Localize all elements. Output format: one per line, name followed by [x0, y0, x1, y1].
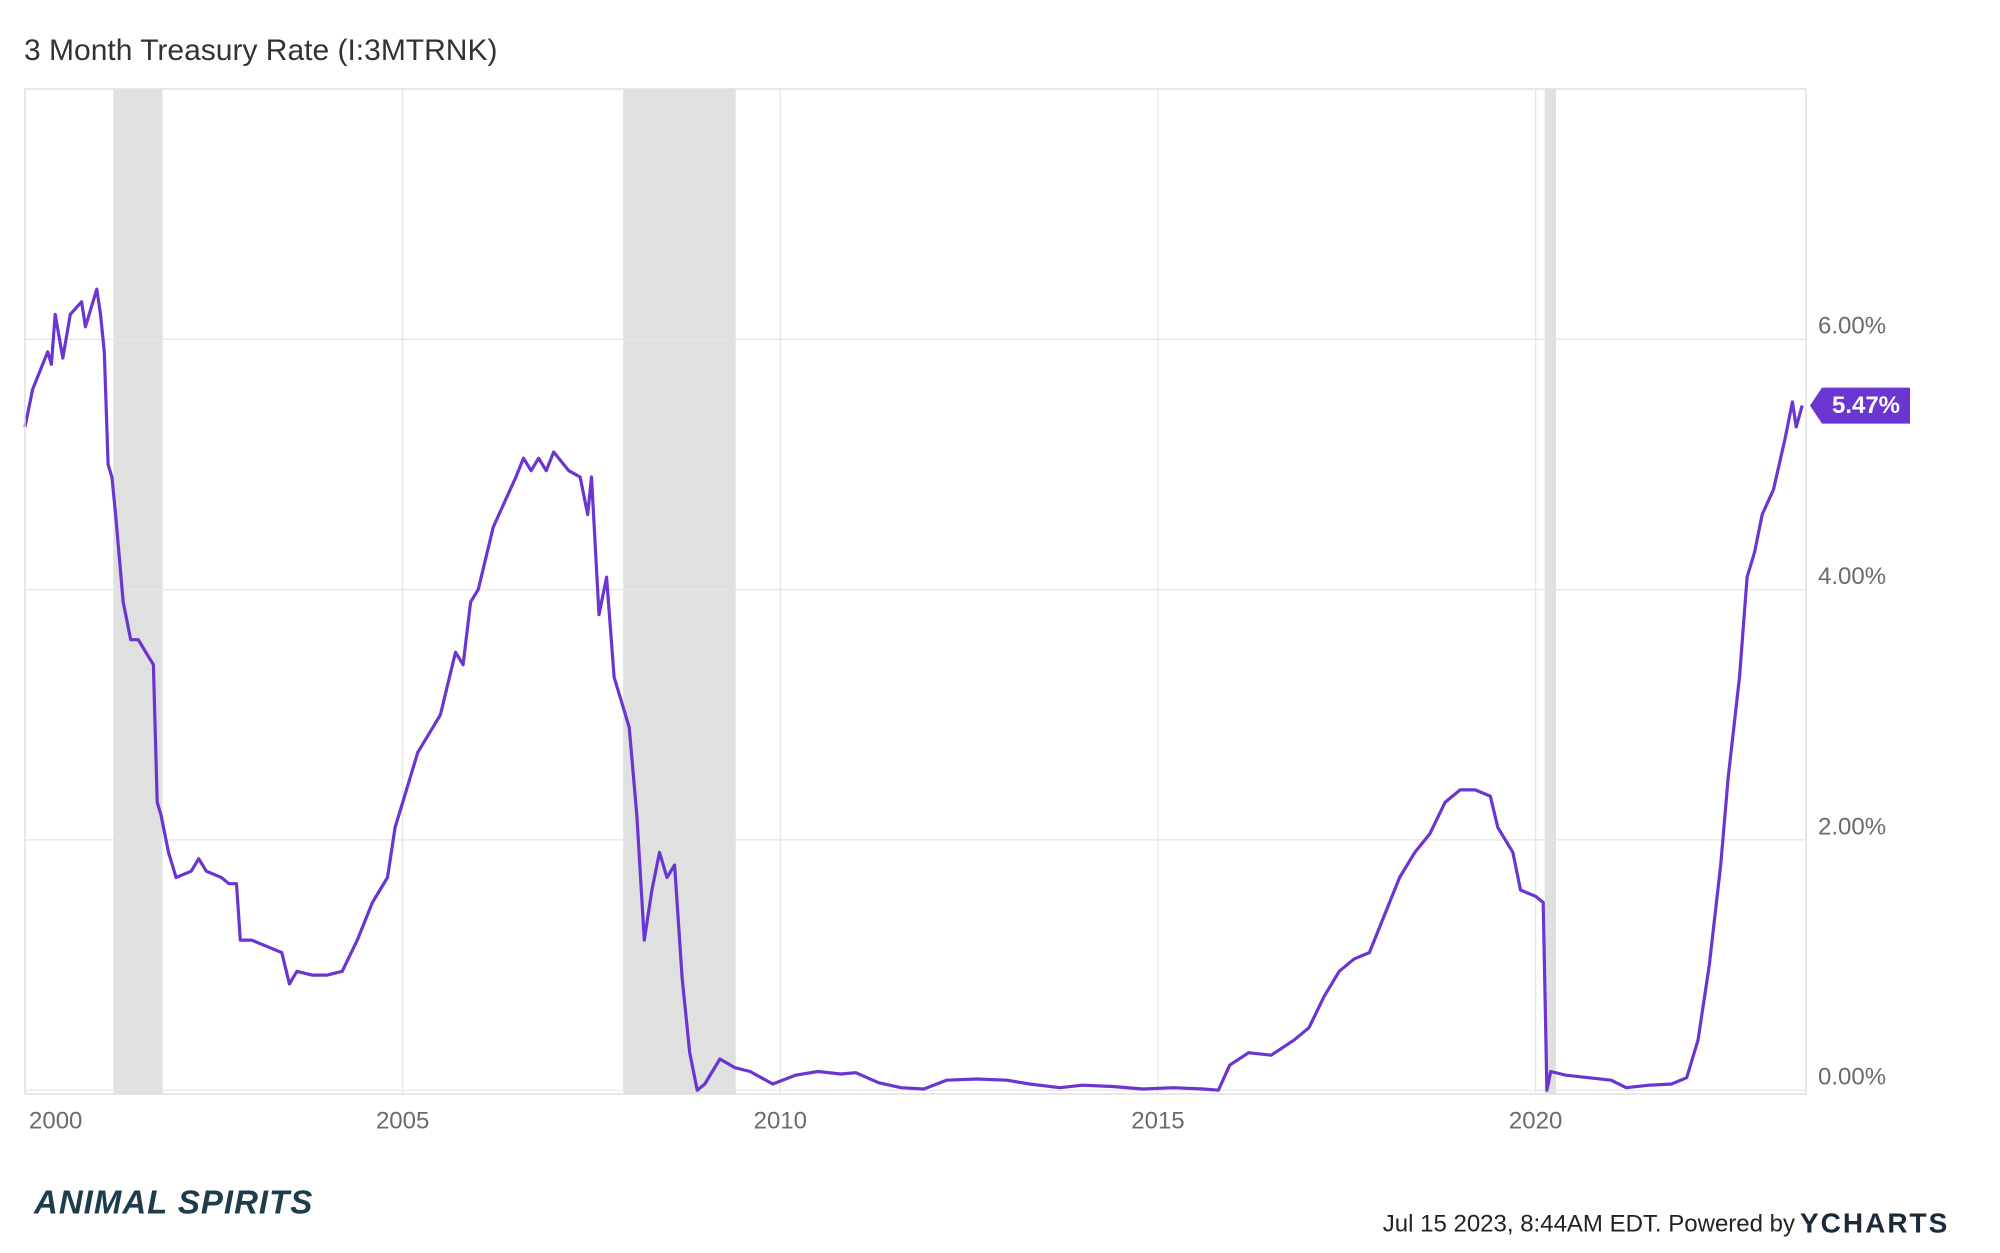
- y-tick-label: 4.00%: [1818, 563, 1886, 590]
- x-tick-label: 2020: [1509, 1107, 1562, 1134]
- data-layer: 5.47%: [23, 287, 1910, 1092]
- brand-logo: ANIMAL SPIRITS: [33, 1184, 313, 1221]
- ycharts-logo: YCHARTS: [1800, 1207, 1949, 1238]
- timestamp: Jul 15 2023, 8:44AM EDT. Powered by: [1383, 1210, 1795, 1237]
- end-label-text: 5.47%: [1832, 392, 1900, 419]
- chart-title: 3 Month Treasury Rate (I:3MTRNK): [24, 34, 497, 67]
- x-tick-label: 2010: [754, 1107, 807, 1134]
- x-tick-label: 2000: [29, 1107, 82, 1134]
- end-label-tag: [1810, 387, 1910, 424]
- recession-band: [1544, 89, 1556, 1094]
- background-layer: [113, 89, 1556, 1094]
- y-tick-label: 0.00%: [1818, 1064, 1886, 1091]
- plot-frame: [24, 88, 1807, 1095]
- x-tick-label: 2005: [376, 1107, 429, 1134]
- series-line: [23, 287, 1804, 1092]
- x-tick-label: 2015: [1131, 1107, 1184, 1134]
- y-tick-label: 2.00%: [1818, 813, 1886, 840]
- grid-layer: 0.00% 2.00% 4.00% 6.00% 2000 2005 2010 2015 2020: [25, 89, 1886, 1134]
- y-tick-label: 6.00%: [1818, 313, 1886, 340]
